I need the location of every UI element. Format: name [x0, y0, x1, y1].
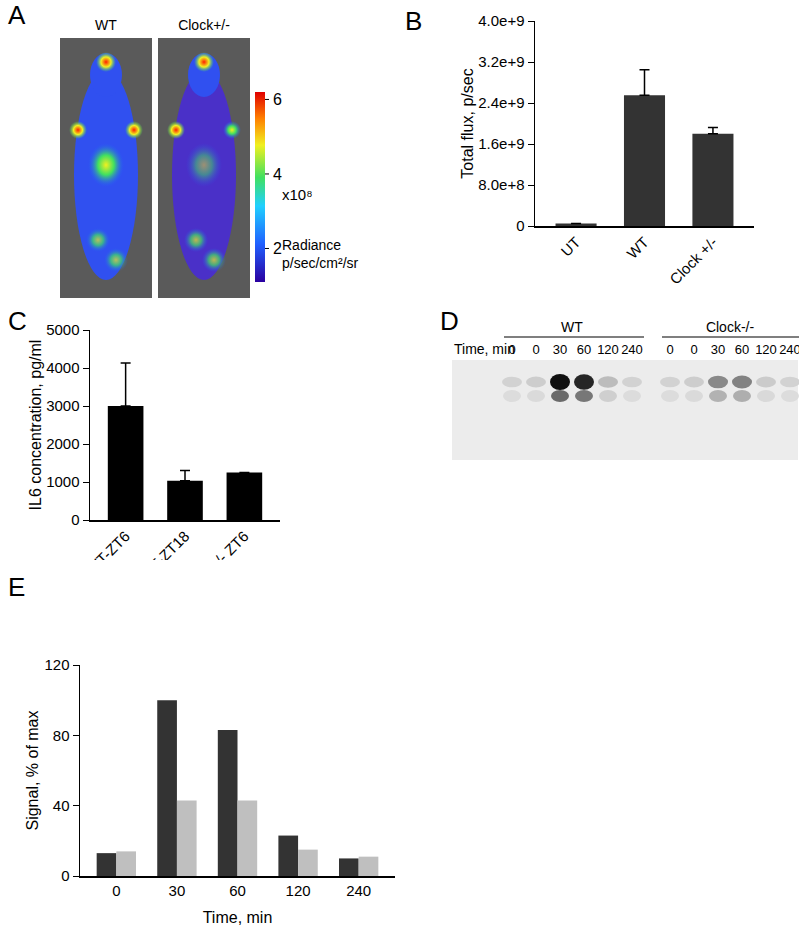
svg-text:Total flux, p/sec: Total flux, p/sec: [459, 68, 476, 178]
svg-text:6: 6: [273, 91, 282, 108]
svg-text:UT: UT: [557, 233, 583, 259]
svg-text:3.2e+9: 3.2e+9: [478, 53, 524, 70]
svg-text:WT: WT: [623, 233, 652, 262]
svg-text:Clock +/-: Clock +/-: [666, 233, 720, 287]
svg-text:0: 0: [666, 342, 673, 357]
svg-text:2.4e+9: 2.4e+9: [478, 94, 524, 111]
svg-text:1.6e+9: 1.6e+9: [478, 135, 524, 152]
svg-text:D: D: [440, 306, 459, 336]
svg-text:WT-ZT6: WT-ZT6: [83, 527, 133, 577]
svg-text:Clock-/- ZT6: Clock-/- ZT6: [181, 527, 251, 597]
svg-text:Signal, % of max: Signal, % of max: [24, 710, 41, 830]
svg-text:0: 0: [61, 867, 69, 884]
svg-text:0: 0: [690, 342, 697, 357]
svg-text:240: 240: [779, 342, 799, 357]
svg-text:4: 4: [273, 166, 282, 183]
svg-text:60: 60: [229, 882, 246, 899]
svg-text:120: 120: [597, 342, 619, 357]
svg-text:3000: 3000: [46, 397, 79, 414]
svg-text:60: 60: [735, 342, 749, 357]
svg-text:Radiance: Radiance: [282, 237, 341, 253]
svg-text:WT: WT: [95, 17, 117, 33]
svg-text:4.0e+9: 4.0e+9: [478, 12, 524, 29]
svg-text:2000: 2000: [46, 435, 79, 452]
svg-text:IL6 concentration, pg/ml: IL6 concentration, pg/ml: [27, 340, 44, 511]
svg-text:30: 30: [711, 342, 725, 357]
svg-text:0: 0: [532, 342, 539, 357]
svg-text:Clock+/-: Clock+/-: [178, 17, 230, 33]
svg-text:0: 0: [508, 342, 515, 357]
svg-text:0: 0: [71, 511, 79, 528]
svg-text:120: 120: [286, 882, 311, 899]
svg-text:240: 240: [346, 882, 371, 899]
svg-text:5000: 5000: [46, 321, 79, 338]
html-text:E: E: [8, 572, 26, 602]
svg-text:WT: WT: [561, 319, 583, 335]
svg-text:Clock-/-: Clock-/-: [706, 319, 755, 335]
svg-text:x10⁸: x10⁸: [282, 186, 313, 203]
svg-text:0: 0: [112, 882, 120, 899]
svg-text:Time, min: Time, min: [454, 341, 515, 357]
svg-text:40: 40: [53, 797, 70, 814]
html-text:B: B: [405, 6, 423, 36]
svg-text:60: 60: [577, 342, 591, 357]
svg-text:120: 120: [755, 342, 777, 357]
svg-text:0: 0: [516, 217, 524, 234]
svg-text:Time, min: Time, min: [203, 909, 273, 926]
svg-text:WT-ZT18: WT-ZT18: [136, 527, 192, 583]
svg-text:1000: 1000: [46, 473, 79, 490]
svg-text:A: A: [8, 0, 26, 30]
svg-text:8.0e+8: 8.0e+8: [478, 176, 524, 193]
svg-text:30: 30: [553, 342, 567, 357]
svg-text:120: 120: [44, 656, 69, 673]
svg-text:p/sec/cm²/sr: p/sec/cm²/sr: [282, 255, 359, 271]
svg-text:2: 2: [273, 240, 282, 257]
html-text:C: C: [8, 306, 27, 336]
svg-text:4000: 4000: [46, 359, 79, 376]
svg-text:80: 80: [53, 727, 70, 744]
svg-text:240: 240: [621, 342, 643, 357]
svg-text:30: 30: [169, 882, 186, 899]
